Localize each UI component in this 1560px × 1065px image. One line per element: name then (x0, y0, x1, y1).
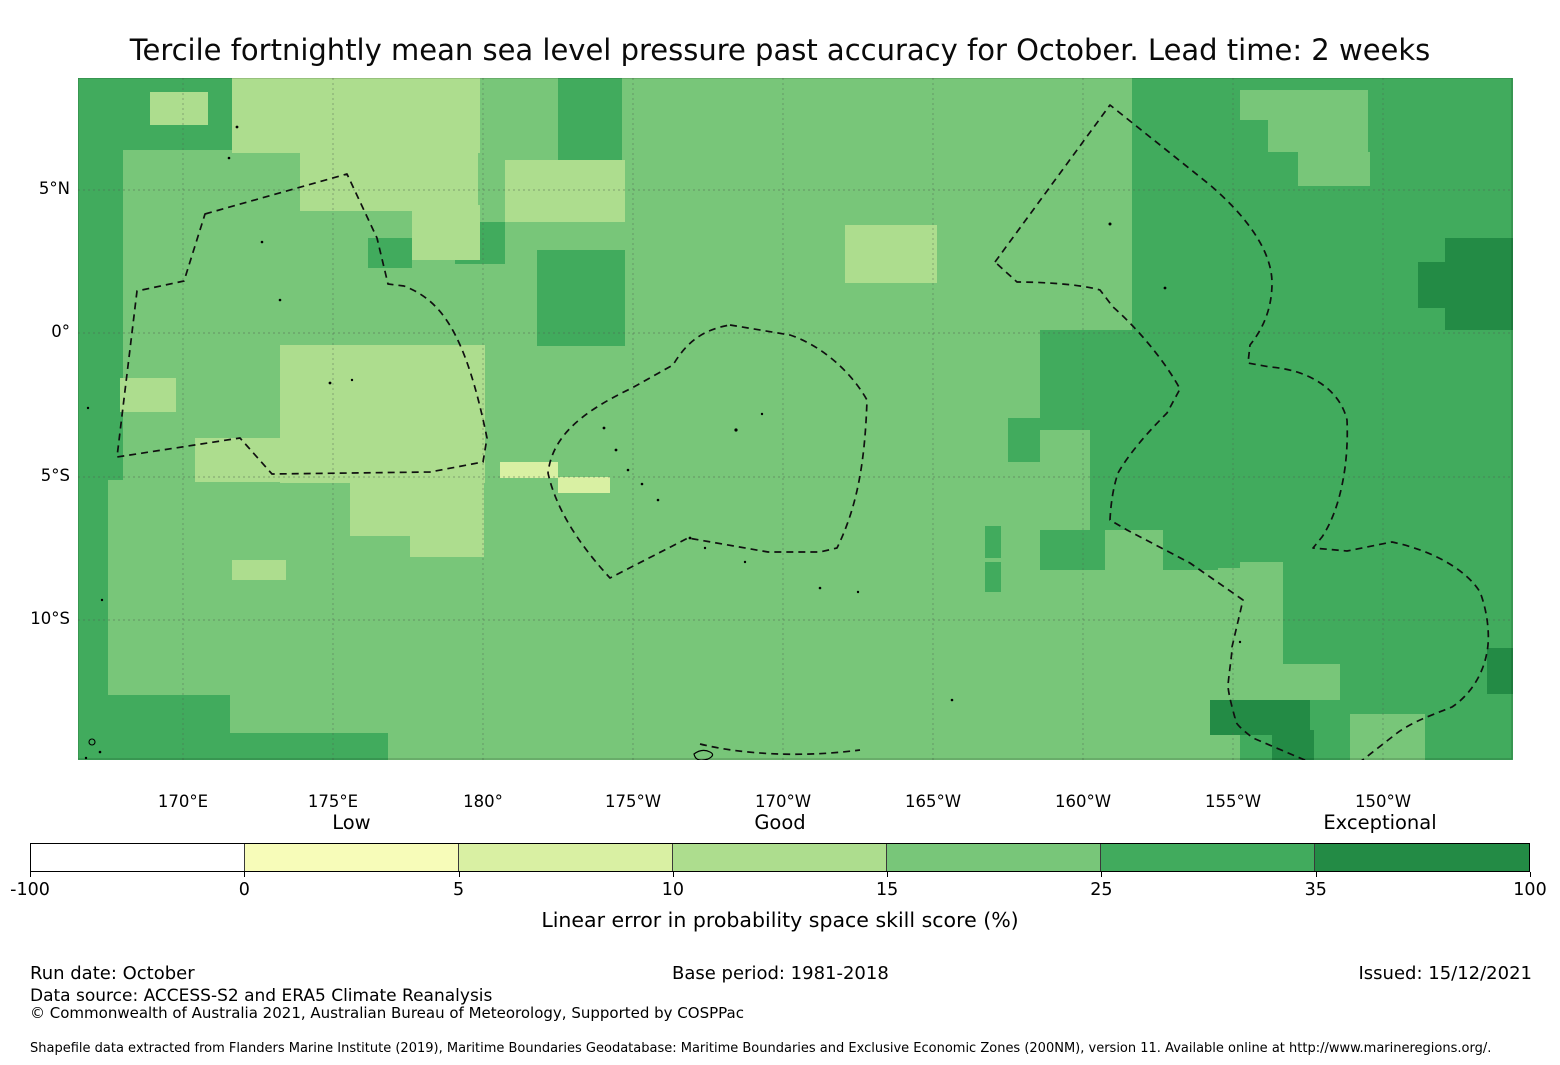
chart-title: Tercile fortnightly mean sea level press… (129, 33, 1431, 67)
x-tick-label: 170°W (754, 792, 812, 811)
eez-gilbert-islands (116, 173, 488, 475)
pacific-skill-map (78, 78, 1513, 760)
eez-boundaries (116, 104, 1490, 760)
colorbar-segment (245, 844, 459, 871)
run-date-text: Run date: October (30, 963, 195, 984)
colorbar-segment (887, 844, 1101, 871)
x-tick-label: 160°W (1054, 792, 1112, 811)
graticule-gridlines (78, 78, 1513, 760)
x-tick-label: 150°W (1354, 792, 1412, 811)
colorbar-tick-label: 5 (452, 880, 465, 900)
colorbar-tick-label: 0 (238, 880, 250, 900)
colorbar-segment (673, 844, 887, 871)
eez-fragment-south (699, 743, 861, 756)
y-tick-label: 5°N (38, 179, 70, 198)
colorbar-gradient (30, 843, 1530, 872)
colorbar-tick-mark (244, 872, 246, 877)
colorbar-tick-mark (887, 872, 889, 877)
colorbar-tick-mark (672, 872, 674, 877)
colorbar-tick-label: -100 (10, 880, 50, 900)
colorbar-tick-mark (458, 872, 460, 877)
x-tick-label: 170°E (157, 792, 209, 811)
shapefile-note-text: Shapefile data extracted from Flanders M… (30, 1041, 1492, 1056)
colorbar-segment (31, 844, 245, 871)
skill-cells-10-15 (120, 78, 937, 580)
colorbar-category-label: Exceptional (1323, 811, 1437, 834)
map-canvas (78, 78, 1513, 760)
x-tick-label: 165°W (904, 792, 962, 811)
x-tick-label: 175°W (604, 792, 662, 811)
colorbar-tick-label: 10 (661, 880, 684, 900)
x-tick-label: 180° (463, 792, 503, 811)
base-period-text: Base period: 1981-2018 (672, 963, 889, 984)
copyright-text: © Commonwealth of Australia 2021, Austra… (30, 1004, 744, 1022)
colorbar-tick-label: 25 (1090, 880, 1113, 900)
x-tick-label: 175°E (307, 792, 359, 811)
x-tick-label: 155°W (1204, 792, 1262, 811)
colorbar-segment (1315, 844, 1529, 871)
colorbar-tick-label: 35 (1304, 880, 1327, 900)
island-outlines (84, 125, 1242, 760)
colorbar-segment (1101, 844, 1315, 871)
map-frame (78, 78, 1513, 760)
colorbar-tick-label: 15 (876, 880, 899, 900)
colorbar-axis-label: Linear error in probability space skill … (541, 908, 1019, 932)
y-tick-label: 5°S (40, 466, 70, 485)
eez-phoenix-cook (994, 104, 1490, 760)
colorbar: Low Good Exceptional -100 0 5 10 15 25 35 100 (10, 811, 1547, 900)
y-tick-label: 10°S (30, 609, 70, 628)
colorbar-category-label: Good (754, 811, 806, 834)
colorbar-tick-mark (1315, 872, 1317, 877)
skill-cells-15-25 (1040, 90, 1425, 760)
colorbar-category-label: Low (332, 811, 371, 834)
colorbar-tick-mark (1530, 872, 1531, 877)
skill-cells-35-100 (1210, 238, 1513, 760)
colorbar-tick-mark (30, 872, 31, 877)
skill-cells-5-10 (500, 462, 610, 493)
data-source-text: Data source: ACCESS-S2 and ERA5 Climate … (30, 986, 493, 1006)
issued-date-text: Issued: 15/12/2021 (1358, 963, 1532, 984)
colorbar-tick-mark (1101, 872, 1103, 877)
colorbar-segment (459, 844, 673, 871)
y-tick-label: 0° (51, 322, 70, 341)
colorbar-tick-label: 100 (1513, 880, 1547, 900)
